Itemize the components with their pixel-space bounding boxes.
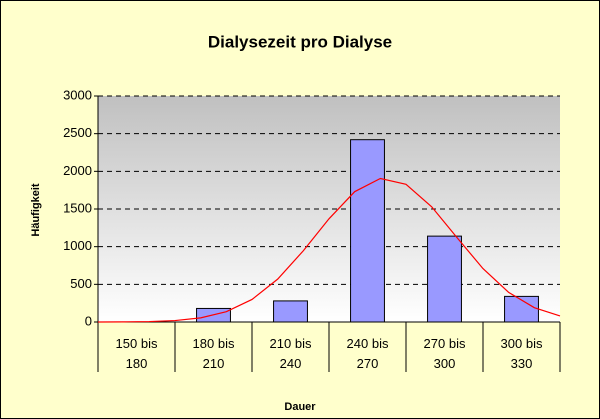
x-axis-label: Dauer	[284, 401, 316, 413]
y-tick-label: 500	[70, 276, 92, 291]
y-tick-label: 3000	[63, 87, 92, 102]
bar	[273, 300, 308, 323]
x-tick-label: 150 bis 180	[115, 336, 158, 371]
x-tick-label: 180 bis 210	[192, 336, 235, 371]
y-tick-label: 2500	[63, 125, 92, 140]
x-tick-label: 300 bis 330	[500, 336, 543, 371]
plot-area	[98, 96, 560, 322]
x-tick-label: 240 bis 270	[346, 336, 389, 371]
bar	[350, 139, 385, 323]
y-axis-label: Häufigkeit	[30, 183, 42, 237]
x-tick-label: 210 bis 240	[269, 336, 312, 371]
x-tick-label: 270 bis 300	[423, 336, 466, 371]
curve	[97, 177, 561, 323]
chart-title: Dialysezeit pro Dialyse	[208, 32, 392, 51]
y-tick-label: 2000	[63, 163, 92, 178]
y-tick-label: 1000	[63, 238, 92, 253]
bar	[427, 235, 462, 323]
y-tick-label: 1500	[63, 200, 92, 215]
y-tick-label: 0	[85, 313, 92, 328]
